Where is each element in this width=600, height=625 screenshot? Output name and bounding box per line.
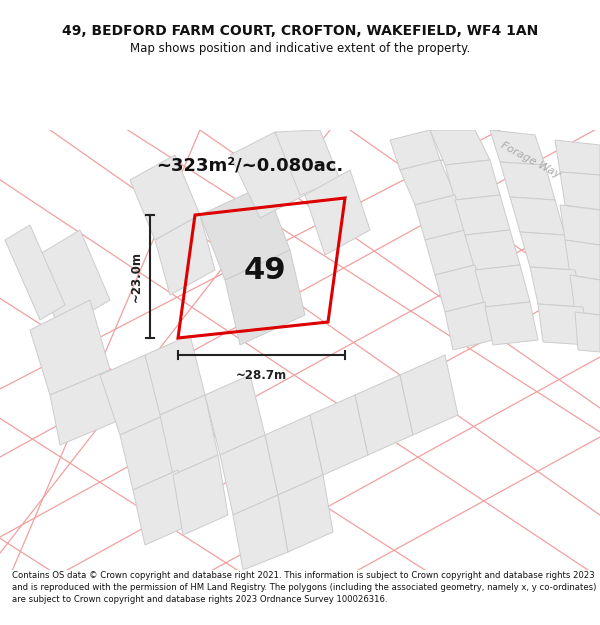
Polygon shape: [30, 230, 110, 330]
Polygon shape: [390, 130, 440, 170]
Polygon shape: [560, 172, 600, 210]
Polygon shape: [120, 415, 178, 490]
Polygon shape: [445, 302, 493, 350]
Polygon shape: [173, 455, 228, 535]
Polygon shape: [265, 415, 323, 495]
Polygon shape: [225, 250, 305, 345]
Polygon shape: [100, 355, 165, 435]
Polygon shape: [520, 232, 575, 270]
Polygon shape: [233, 495, 288, 570]
Text: ~23.0m: ~23.0m: [130, 251, 143, 302]
Polygon shape: [200, 185, 290, 280]
Polygon shape: [465, 230, 520, 270]
Polygon shape: [30, 300, 110, 395]
Polygon shape: [565, 240, 600, 280]
Polygon shape: [570, 275, 600, 315]
Polygon shape: [133, 470, 190, 545]
Polygon shape: [500, 162, 555, 200]
Polygon shape: [400, 160, 455, 205]
Polygon shape: [560, 205, 600, 245]
Polygon shape: [355, 375, 413, 455]
Polygon shape: [475, 265, 530, 307]
Polygon shape: [5, 225, 65, 320]
Polygon shape: [555, 140, 600, 175]
Polygon shape: [160, 395, 218, 475]
Polygon shape: [50, 370, 120, 445]
Polygon shape: [430, 130, 490, 165]
Polygon shape: [485, 302, 538, 345]
Text: Map shows position and indicative extent of the property.: Map shows position and indicative extent…: [130, 42, 470, 55]
Text: ~323m²/~0.080ac.: ~323m²/~0.080ac.: [157, 156, 344, 174]
Polygon shape: [575, 312, 600, 352]
Polygon shape: [310, 395, 368, 475]
Polygon shape: [455, 195, 510, 235]
Text: 49: 49: [244, 256, 286, 284]
Polygon shape: [530, 267, 583, 307]
Polygon shape: [230, 132, 305, 218]
Polygon shape: [220, 435, 278, 515]
Polygon shape: [400, 355, 458, 435]
Polygon shape: [278, 475, 333, 552]
Polygon shape: [425, 230, 475, 275]
Text: 49, BEDFORD FARM COURT, CROFTON, WAKEFIELD, WF4 1AN: 49, BEDFORD FARM COURT, CROFTON, WAKEFIE…: [62, 24, 538, 38]
Text: Contains OS data © Crown copyright and database right 2021. This information is : Contains OS data © Crown copyright and d…: [12, 571, 596, 604]
Polygon shape: [490, 130, 545, 165]
Polygon shape: [275, 130, 340, 195]
Text: ~28.7m: ~28.7m: [236, 369, 287, 381]
Polygon shape: [145, 335, 205, 415]
Text: Forage Way: Forage Way: [499, 140, 562, 180]
Polygon shape: [205, 375, 265, 455]
Polygon shape: [305, 170, 370, 255]
Polygon shape: [538, 304, 588, 345]
Polygon shape: [130, 155, 200, 240]
Polygon shape: [435, 265, 485, 312]
Polygon shape: [445, 160, 500, 200]
Polygon shape: [415, 195, 465, 240]
Polygon shape: [155, 215, 215, 295]
Polygon shape: [510, 197, 565, 235]
